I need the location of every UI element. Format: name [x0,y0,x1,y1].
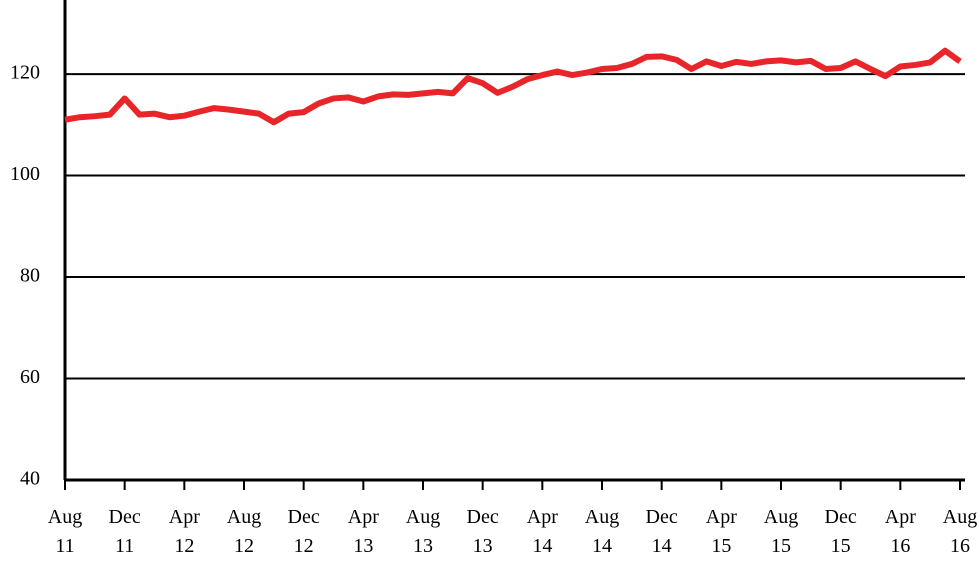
x-tick-label: Dec 13 [466,506,499,557]
x-tick-label: Apr 14 [526,506,558,557]
x-tick-label: Dec 11 [108,506,141,557]
x-tick-label: Dec 14 [645,506,678,557]
x-tick-label: Dec 12 [287,506,320,557]
x-tick-label: Aug 14 [584,506,620,557]
x-tick-label: Aug 12 [226,506,262,557]
x-tick-label: Aug 15 [763,506,799,557]
y-tick-label: 60 [20,366,40,388]
x-tick-label: Aug 11 [47,506,83,557]
x-tick-label: Dec 15 [824,506,857,557]
line [64,47,962,126]
y-tick-label: 120 [10,62,40,84]
y-tick-label: 80 [20,265,40,287]
x-tick-label: Aug 13 [405,506,441,557]
x-tick-label: Aug 16 [942,506,978,557]
x-tick-label: Apr 15 [705,506,737,557]
y-tick-label: 40 [20,468,40,490]
x-tick-label: Apr 16 [884,506,916,557]
x-tick-label: Apr 13 [347,506,379,557]
x-tick-label: Apr 12 [168,506,200,557]
y-tick-label: 100 [10,163,40,185]
